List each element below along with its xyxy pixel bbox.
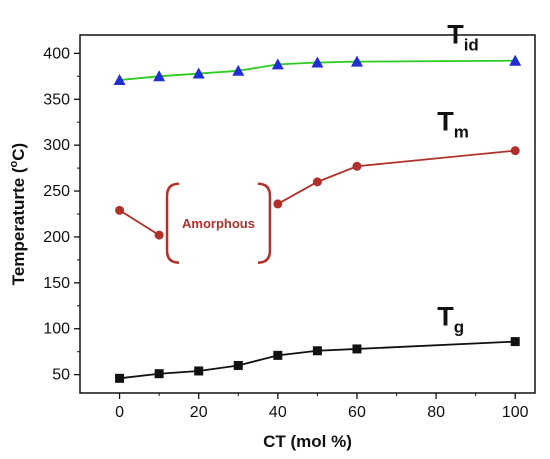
- y-axis-title-end: C): [9, 143, 28, 161]
- y-axis-title-main: Temperaturte (: [9, 167, 28, 285]
- series-label-tg-main: T: [437, 302, 454, 332]
- x-tick-label: 100: [502, 404, 529, 421]
- data-point-tm: [312, 177, 322, 187]
- data-point-tid: [271, 58, 284, 70]
- x-tick-label: 40: [269, 404, 287, 421]
- series-label-tid-main: T: [447, 20, 464, 50]
- y-axis-title: Temperaturte (oC): [8, 143, 28, 285]
- x-tick-label: 80: [427, 404, 445, 421]
- amorphous-annotation: Amorphous: [165, 182, 272, 264]
- series-line-tm: [277, 149, 516, 205]
- x-tick-label: 20: [190, 404, 208, 421]
- data-point-tid: [113, 73, 126, 85]
- data-point-tg: [273, 350, 283, 360]
- data-point-tm: [154, 230, 164, 240]
- series-label-tm: Tm: [437, 107, 469, 142]
- y-axis-title-degree: o: [8, 160, 20, 167]
- data-point-tid: [350, 55, 363, 67]
- x-tick-label: 0: [115, 404, 124, 421]
- y-tick-label: 200: [43, 229, 70, 246]
- y-tick-label: 400: [43, 45, 70, 62]
- plot-frame: [79, 34, 536, 394]
- data-point-tg: [352, 344, 362, 354]
- y-tick-label: 350: [43, 91, 70, 108]
- axis-ticks: 0 20 40 60 80 100 50 100 150 200 250 300 350 400: [43, 45, 528, 421]
- series-label-tid-sub: id: [464, 36, 479, 55]
- data-point-tm: [115, 205, 125, 215]
- y-tick-label: 100: [43, 321, 70, 338]
- series-label-tm-main: T: [437, 107, 454, 137]
- series-label-tg: Tg: [437, 302, 464, 337]
- y-tick-label: 300: [43, 137, 70, 154]
- data-point-tg: [510, 337, 520, 347]
- data-point-tg: [312, 346, 322, 356]
- y-tick-label: 250: [43, 183, 70, 200]
- data-point-tid: [509, 54, 522, 66]
- data-point-tg: [194, 366, 204, 376]
- series-lines: [119, 59, 516, 380]
- data-point-tid: [311, 56, 324, 68]
- right-bracket: [257, 182, 272, 264]
- data-point-tm: [510, 146, 520, 156]
- series-markers: [113, 54, 522, 383]
- left-bracket: [165, 182, 180, 264]
- y-tick-label: 150: [43, 275, 70, 292]
- data-point-tg: [115, 373, 125, 383]
- data-point-tm: [352, 161, 362, 171]
- x-axis-title: CT (mol %): [263, 432, 352, 451]
- series-line-tid: [119, 59, 516, 81]
- series-line-tm: [119, 209, 160, 236]
- data-point-tg: [233, 360, 243, 370]
- data-point-tid: [232, 64, 245, 76]
- x-tick-label: 60: [348, 404, 366, 421]
- amorphous-label: Amorphous: [182, 216, 255, 231]
- series-label-tg-sub: g: [454, 318, 464, 337]
- y-tick-label: 50: [52, 367, 70, 384]
- data-point-tm: [273, 199, 283, 209]
- data-point-tid: [153, 70, 166, 82]
- series-label-tid: Tid: [447, 20, 479, 55]
- data-point-tg: [154, 369, 164, 379]
- data-point-tid: [192, 67, 205, 79]
- series-label-tm-sub: m: [454, 123, 469, 142]
- series-line-tg: [119, 340, 516, 380]
